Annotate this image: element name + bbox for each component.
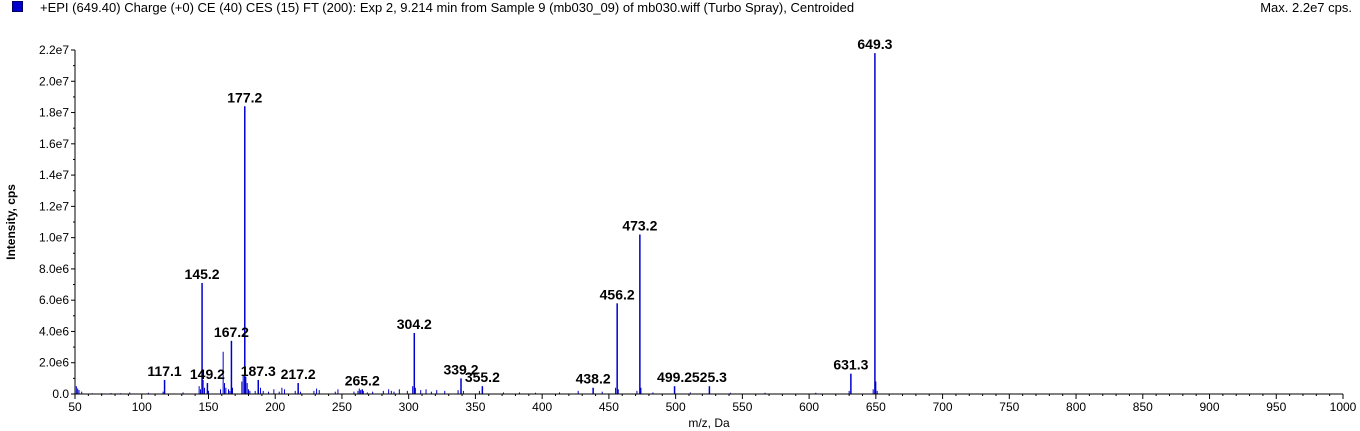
peak-label-145.2: 145.2 (185, 266, 220, 282)
x-tick-label: 300 (399, 400, 419, 414)
x-tick-label: 650 (866, 400, 886, 414)
peak-label-631.3: 631.3 (833, 357, 868, 373)
x-tick-label: 900 (1200, 400, 1220, 414)
peak-labels: 117.1 145.2 149.2 167.2 177.2 187.3 217.2 265.2… (147, 36, 892, 388)
x-tick-label: 250 (332, 400, 352, 414)
y-tick-label: 2.0e6 (39, 356, 69, 370)
x-tick-label: 750 (999, 400, 1019, 414)
x-tick-label: 400 (532, 400, 552, 414)
x-ticks: 50 100 150 200 250 300 350 400 450 500 550 600 650 70… (68, 394, 1357, 414)
y-axis-title: Intensity, cps (4, 184, 18, 260)
peak-label-304.2: 304.2 (397, 316, 432, 332)
y-tick-label: 1.0e7 (39, 231, 69, 245)
peak-label-339.2: 339.2 (443, 361, 478, 377)
peak-label-499.2: 499.2 (657, 369, 692, 385)
x-tick-label: 950 (1266, 400, 1286, 414)
peak-label-167.2: 167.2 (214, 324, 249, 340)
peak-label-187.3: 187.3 (241, 363, 276, 379)
x-tick-label: 500 (666, 400, 686, 414)
x-tick-label: 200 (265, 400, 285, 414)
x-tick-label: 700 (933, 400, 953, 414)
peak-label-456.2: 456.2 (600, 286, 635, 302)
peak-label-525.3: 525.3 (692, 369, 727, 385)
peak-label-149.2: 149.2 (190, 366, 225, 382)
legend-swatch (12, 1, 23, 12)
x-tick-label: 1000 (1330, 400, 1357, 414)
peak-label-649.3: 649.3 (857, 36, 892, 52)
x-tick-label: 550 (732, 400, 752, 414)
x-tick-label: 100 (132, 400, 152, 414)
max-intensity-label: Max. 2.2e7 cps. (1260, 0, 1352, 15)
y-ticks: 0.0 2.0e6 4.0e6 6.0e6 8.0e6 1.0e7 1.2e7 1.4e7 1.… (39, 43, 75, 401)
spectrum-title: +EPI (649.40) Charge (+0) CE (40) CES (1… (40, 0, 855, 15)
peak-label-117.1: 117.1 (147, 363, 181, 379)
x-tick-label: 50 (68, 400, 82, 414)
x-tick-label: 600 (799, 400, 819, 414)
peak-label-177.2: 177.2 (227, 89, 262, 105)
x-tick-label: 850 (1133, 400, 1153, 414)
y-tick-label: 4.0e6 (39, 324, 69, 338)
y-tick-label: 1.2e7 (39, 199, 69, 213)
y-tick-label: 1.4e7 (39, 168, 69, 182)
y-tick-label: 8.0e6 (39, 262, 69, 276)
y-tick-label: 2.2e7 (39, 43, 69, 57)
peak-label-438.2: 438.2 (576, 371, 611, 387)
y-tick-label: 1.6e7 (39, 137, 69, 151)
peak-label-355.2: 355.2 (465, 369, 500, 385)
x-tick-label: 800 (1066, 400, 1086, 414)
y-tick-label: 2.0e7 (39, 74, 69, 88)
x-tick-label: 350 (465, 400, 485, 414)
x-tick-label: 150 (198, 400, 218, 414)
y-tick-label: 1.8e7 (39, 106, 69, 120)
peak-label-265.2: 265.2 (345, 372, 380, 388)
axes (74, 50, 1343, 395)
x-axis-title: m/z, Da (688, 416, 730, 430)
labeled-peaks (163, 53, 876, 394)
peak-label-473.2: 473.2 (622, 218, 657, 234)
y-tick-label: 6.0e6 (39, 293, 69, 307)
peak-label-217.2: 217.2 (281, 366, 316, 382)
y-tick-label: 0.0 (52, 387, 69, 401)
x-tick-label: 450 (599, 400, 619, 414)
